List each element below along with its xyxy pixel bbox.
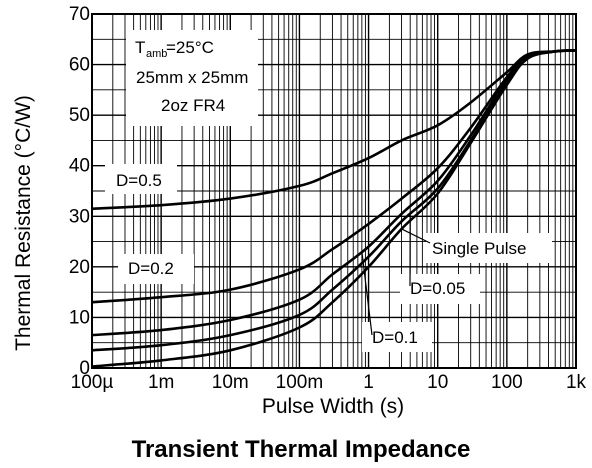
tick-labels: 100µ 1m 10m 100m 1 10 100 1k 0 10 20 30 40 50 60 70 <box>69 4 587 393</box>
conditions-box: T amb =25°C 25mm x 25mm 2oz FR4 <box>135 38 248 115</box>
annotation-background <box>105 164 177 194</box>
chart-title: Transient Thermal Impedance <box>132 436 471 463</box>
y-tick-label: 50 <box>69 105 90 126</box>
series-line-0 <box>91 49 577 210</box>
x-tick-label: 1 <box>363 372 374 393</box>
x-tick-label: 10m <box>212 372 249 393</box>
leader-single-pulse <box>401 228 431 244</box>
label-d01: D=0.1 <box>372 328 418 347</box>
x-tick-label: 10 <box>427 372 448 393</box>
leader-d01 <box>361 251 373 336</box>
annotation-boxes <box>105 30 552 352</box>
y-axis-label: Thermal Resistance (°C/W) <box>12 95 35 351</box>
x-tick-label: 1m <box>148 372 174 393</box>
y-tick-label: 10 <box>69 307 90 328</box>
annotation-background <box>126 30 258 126</box>
label-d02: D=0.2 <box>128 259 174 278</box>
y-tick-label: 70 <box>69 4 90 25</box>
annotation-background <box>400 274 480 304</box>
y-tick-label: 60 <box>69 55 90 76</box>
x-tick-label: 1k <box>566 372 587 393</box>
board-size: 25mm x 25mm <box>136 68 248 87</box>
annotation-background <box>362 322 432 352</box>
label-single-pulse: Single Pulse <box>432 239 527 258</box>
series-lines <box>91 49 577 368</box>
board-type: 2oz FR4 <box>161 96 225 115</box>
y-tick-label: 0 <box>79 358 90 379</box>
plot-frame <box>91 13 577 369</box>
label-d05: D=0.5 <box>116 171 162 190</box>
y-tick-label: 40 <box>69 156 90 177</box>
x-axis-label: Pulse Width (s) <box>262 395 404 418</box>
x-tick-label: 100m <box>276 372 324 393</box>
annotation-background <box>426 233 552 263</box>
label-d005: D=0.05 <box>410 279 465 298</box>
annotation-background <box>118 254 194 284</box>
temp-value: =25°C <box>166 38 214 57</box>
x-tick-label: 100µ <box>71 372 114 393</box>
y-tick-label: 20 <box>69 257 90 278</box>
temp-symbol: T <box>135 38 145 57</box>
y-tick-label: 30 <box>69 206 90 227</box>
x-tick-label: 100 <box>491 372 523 393</box>
temp-subscript: amb <box>146 48 167 60</box>
